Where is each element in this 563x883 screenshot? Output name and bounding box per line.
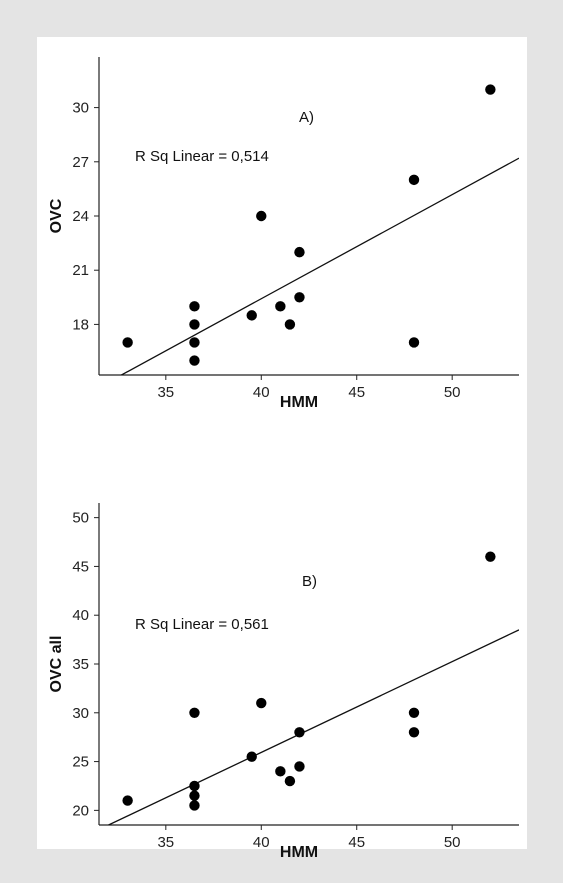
data-point (408, 174, 420, 186)
y-tick-label: 18 (72, 316, 89, 333)
y-tick-label: 21 (72, 262, 89, 279)
data-point (189, 355, 200, 366)
x-tick-label: 45 (348, 384, 365, 401)
data-point (122, 795, 133, 806)
y-tick-label: 30 (72, 100, 89, 117)
data-point (122, 337, 133, 348)
data-point (284, 775, 296, 787)
data-point (485, 551, 496, 562)
data-point (408, 337, 420, 348)
regression-line (108, 629, 519, 825)
data-point (246, 310, 257, 321)
y-tick-label: 35 (72, 656, 89, 673)
scatter-chart-a: 35 40 45 50 18 21 24 27 30 HMM OVC A) R Sq Linear = … (48, 57, 519, 411)
y-tick-label: 45 (72, 558, 89, 575)
x-tick-label: 45 (348, 834, 365, 851)
data-point (189, 780, 200, 792)
x-axis-title: HMM (280, 844, 318, 861)
panel-label: B) (302, 573, 317, 590)
data-point (189, 301, 200, 312)
panel-label: A) (299, 109, 314, 126)
data-point (256, 697, 267, 709)
y-tick-label: 27 (72, 154, 89, 171)
x-tick-label: 50 (444, 384, 461, 401)
x-tick-label: 35 (157, 384, 174, 401)
x-tick-label: 50 (444, 834, 461, 851)
x-tick-label: 40 (253, 384, 270, 401)
scatter-chart-b: 35 40 45 50 20 25 30 35 40 45 50 HMM OVC all B) R Sq L… (48, 503, 519, 861)
data-point (485, 84, 496, 95)
x-tick-label: 35 (157, 834, 174, 851)
data-point (275, 766, 286, 777)
data-point (189, 800, 200, 811)
y-tick-label: 50 (72, 510, 89, 527)
y-tick-label: 20 (72, 802, 89, 819)
y-tick-label: 40 (72, 607, 89, 624)
r-squared-annotation: R Sq Linear = 0,561 (135, 616, 269, 633)
data-point (189, 707, 200, 718)
data-point (408, 707, 420, 718)
x-tick-label: 40 (253, 834, 270, 851)
figure-panel: 35 40 45 50 18 21 24 27 30 HMM OVC A) R Sq Linear = … (37, 37, 527, 861)
x-axis-title: HMM (280, 394, 318, 411)
y-axis-title: OVC all (48, 636, 65, 693)
y-axis-title: OVC (48, 198, 65, 233)
y-tick-label: 30 (72, 705, 89, 722)
data-point (294, 727, 305, 738)
data-point (294, 292, 305, 303)
data-point (294, 246, 305, 258)
data-point (408, 727, 420, 738)
regression-line (120, 157, 519, 375)
data-point (284, 319, 296, 330)
data-point (275, 301, 286, 312)
data-point (294, 761, 305, 772)
data-point (189, 319, 200, 330)
data-point (189, 790, 200, 801)
data-point (256, 210, 267, 222)
r-squared-annotation: R Sq Linear = 0,514 (135, 148, 269, 165)
y-tick-label: 25 (72, 754, 89, 771)
data-point (246, 751, 257, 762)
y-tick-label: 24 (72, 208, 89, 225)
data-point (189, 337, 200, 348)
